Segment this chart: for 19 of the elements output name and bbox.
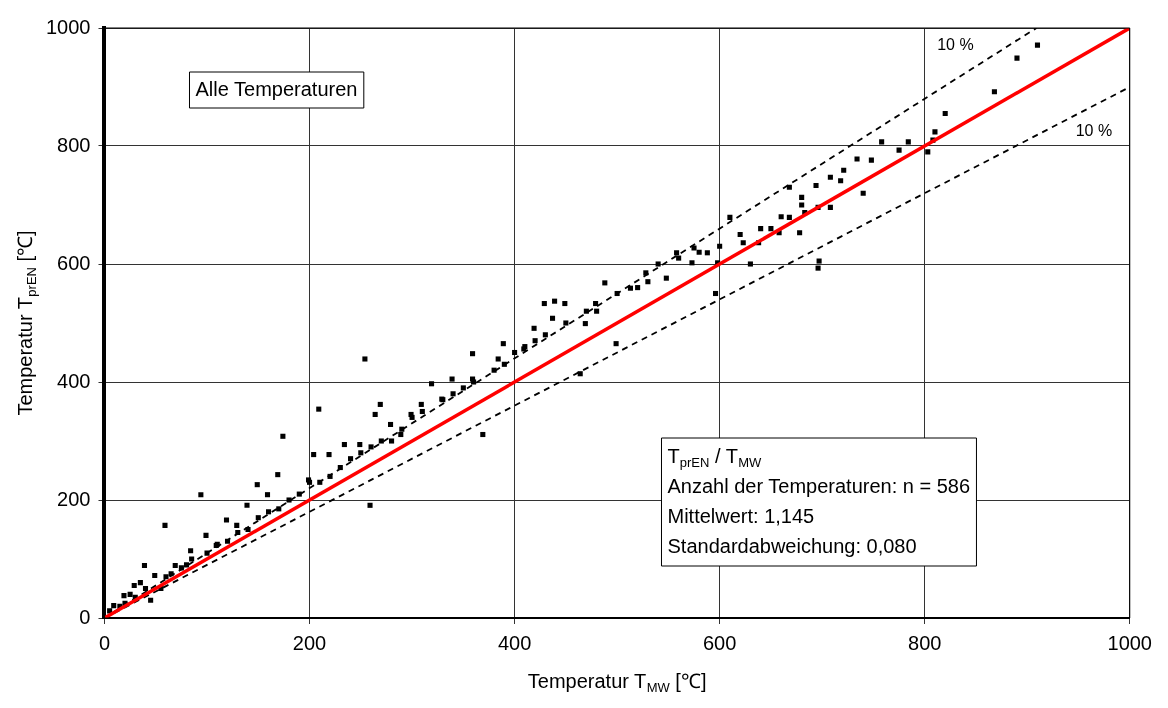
- y-tick-label: 600: [57, 251, 91, 274]
- y-tick-label: 200: [57, 487, 91, 510]
- x-tick-label: 0: [98, 631, 111, 654]
- y-axis-title: Temperatur TprEN [℃]: [13, 230, 39, 416]
- annotation: 10 %: [937, 36, 974, 54]
- y-tick-label: 400: [57, 369, 91, 392]
- annotation: Mittelwert: 1,145: [667, 504, 815, 527]
- x-tick-label: 400: [497, 631, 532, 654]
- annotation: Anzahl der Temperaturen: n = 586: [667, 474, 971, 497]
- annotation: Standardabweichung: 0,080: [667, 534, 917, 557]
- x-tick-label: 200: [292, 631, 327, 654]
- annotation: Alle Temperaturen: [195, 77, 358, 100]
- annotation: 10 %: [1075, 121, 1113, 139]
- y-tick-label: 0: [79, 605, 91, 628]
- x-tick-label: 600: [702, 631, 737, 654]
- x-tick-label: 800: [908, 631, 942, 654]
- x-tick-label: 1000: [1107, 631, 1152, 654]
- y-tick-label: 800: [57, 133, 91, 156]
- y-tick-label: 1000: [45, 15, 91, 38]
